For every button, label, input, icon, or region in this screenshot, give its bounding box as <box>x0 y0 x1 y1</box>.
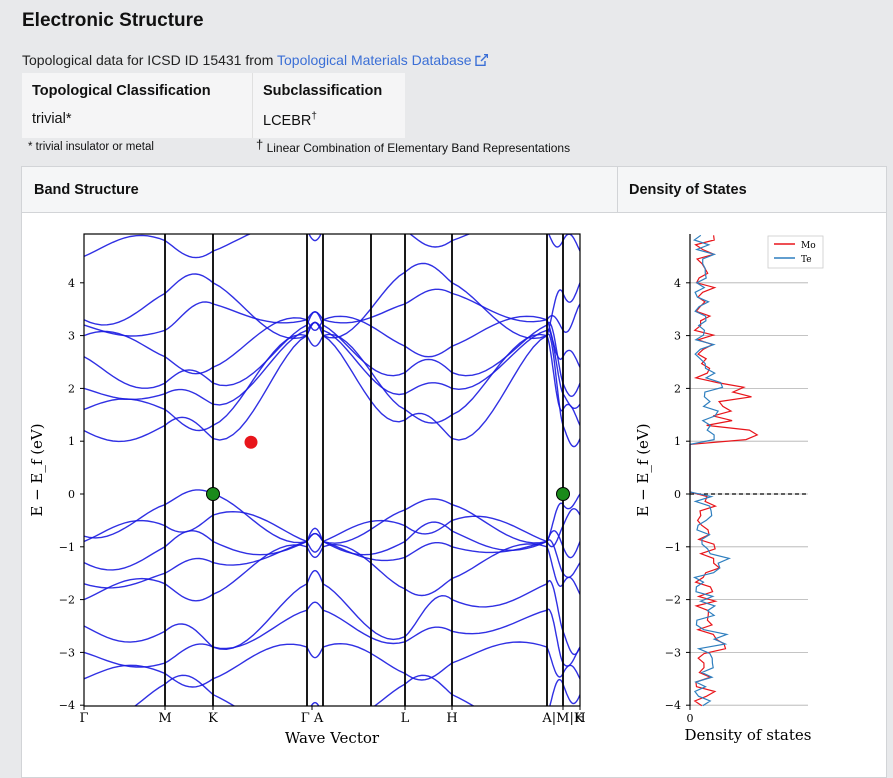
dos-xlabel: Density of states <box>685 726 812 744</box>
band-structure-header: Band Structure <box>34 182 139 198</box>
band-line <box>84 333 580 432</box>
dos-ytick-label: −2 <box>665 594 681 607</box>
subclassification-text: LCEBR <box>263 112 312 129</box>
dos-ytick-label: 4 <box>674 277 681 290</box>
dos-legend-label: Te <box>801 255 812 265</box>
dos-ytick-label: 2 <box>674 382 681 395</box>
band-line <box>84 262 580 340</box>
classification-header: Topological Classification <box>32 83 211 99</box>
band-ytick-label: −1 <box>59 541 75 554</box>
header-divider <box>617 167 618 212</box>
footnote-trivial: * trivial insulator or metal <box>28 141 154 153</box>
tmd-link[interactable]: Topological Materials Database <box>277 52 472 68</box>
band-ytick-label: 2 <box>68 382 75 395</box>
band-line <box>84 311 580 398</box>
dos-xtick-label: 0 <box>687 712 694 725</box>
source-line: Topological data for ICSD ID 15431 from … <box>22 52 488 69</box>
band-line <box>84 288 580 337</box>
band-ytick-label: 1 <box>68 435 75 448</box>
band-xtick-label: Γ A <box>301 711 324 726</box>
dos-ytick-label: −1 <box>665 541 681 554</box>
classification-value: trivial* <box>32 111 72 127</box>
band-line <box>84 641 580 688</box>
band-ytick-label: 0 <box>68 488 75 501</box>
band-ylabel: E − E_f (eV) <box>28 423 46 516</box>
classification-table: Topological Classification trivial* Subc… <box>22 73 405 138</box>
external-link-icon[interactable] <box>474 53 488 69</box>
dos-header: Density of States <box>629 182 747 198</box>
dos-ylabel: E − E_f (eV) <box>634 423 652 516</box>
subclassification-value: LCEBR† <box>263 111 317 129</box>
band-xtick-label: K <box>208 711 218 726</box>
band-line <box>84 601 580 668</box>
subclassification-col: Subclassification LCEBR† <box>252 73 406 138</box>
band-lines <box>84 234 580 706</box>
band-xtick-label: Γ <box>79 711 88 726</box>
band-line <box>84 321 580 409</box>
dos-ytick-label: −3 <box>665 646 681 659</box>
band-xlabel: Wave Vector <box>285 729 380 747</box>
dos-chart: −4 −3 −2 −1 0 1 2 3 4 0 Mo Te Density of states E − E… <box>634 234 824 744</box>
band-xtick-label: M <box>158 711 171 726</box>
dos-ytick-label: −4 <box>665 699 681 712</box>
cbm-marker <box>244 435 258 449</box>
band-xtick-label: A|M|K <box>541 711 583 726</box>
dos-ytick-label: 1 <box>674 435 681 448</box>
band-frame <box>83 233 581 707</box>
dos-ytick-label: 0 <box>674 488 681 501</box>
classification-col: Topological Classification trivial* <box>22 73 251 138</box>
band-ytick-label: −2 <box>59 594 75 607</box>
band-line <box>84 521 580 571</box>
page-title: Electronic Structure <box>22 10 204 31</box>
band-ytick-label: −3 <box>59 646 75 659</box>
footnote-lcebr-text: Linear Combination of Elementary Band Re… <box>263 141 571 155</box>
footnote-dagger: † <box>256 137 264 152</box>
dos-line-te <box>689 234 732 707</box>
band-xtick-label: L <box>401 711 410 726</box>
panel-header: Band Structure Density of States <box>22 167 886 213</box>
band-ytick-label: 4 <box>68 277 75 290</box>
dos-ytick-label: 3 <box>674 330 681 343</box>
band-ytick-label: −4 <box>59 699 75 712</box>
subclassification-header: Subclassification <box>263 83 383 99</box>
band-line <box>84 315 580 375</box>
band-line <box>84 321 580 448</box>
band-line <box>133 674 580 706</box>
band-xtick-label: H <box>574 711 585 726</box>
band-ytick-label: 3 <box>68 330 75 343</box>
band-line <box>84 234 580 259</box>
band-line <box>84 569 580 656</box>
dos-legend-box <box>767 235 824 269</box>
source-prefix: Topological data for ICSD ID 15431 from <box>22 52 277 68</box>
dagger-mark: † <box>311 111 317 122</box>
footnote-lcebr: † Linear Combination of Elementary Band … <box>256 137 570 155</box>
vbm-marker <box>206 487 220 501</box>
band-line <box>84 507 580 553</box>
band-line <box>84 489 580 544</box>
vbm-marker <box>556 487 570 501</box>
dos-legend-label: Mo <box>801 241 816 251</box>
dos-legend: Mo Te <box>767 235 824 269</box>
band-xtick-label: H <box>446 711 457 726</box>
band-line <box>84 532 580 589</box>
band-line <box>84 543 580 602</box>
